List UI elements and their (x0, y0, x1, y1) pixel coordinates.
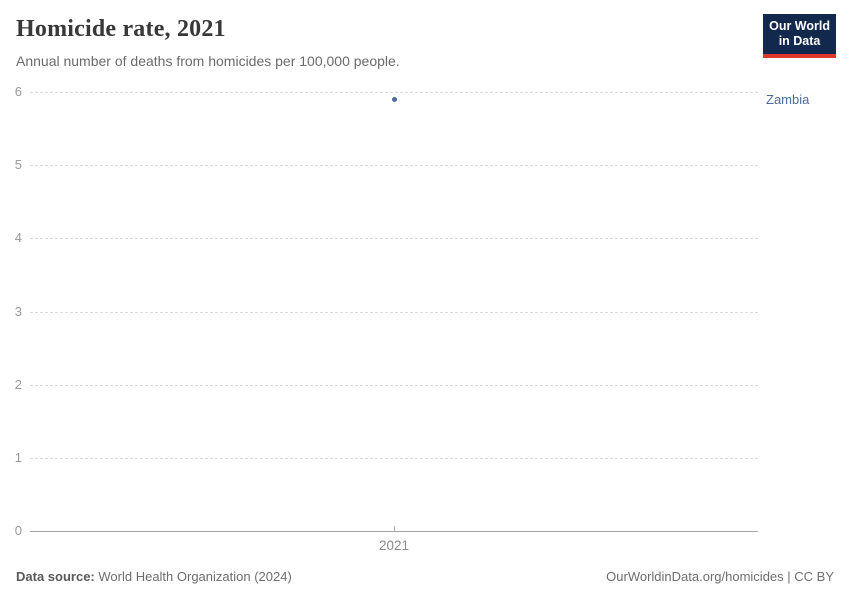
owid-logo[interactable]: Our World in Data (763, 14, 836, 58)
y-tick-label-2: 2 (14, 376, 22, 392)
gridline-y-1 (30, 457, 758, 459)
entity-label-zambia[interactable]: Zambia (766, 92, 810, 108)
data-source-label: Data source: (16, 569, 95, 584)
data-source-value: World Health Organization (2024) (98, 569, 292, 584)
data-point-zambia[interactable] (391, 96, 397, 102)
x-axis-tick (394, 526, 395, 531)
chart-title: Homicide rate, 2021 (16, 16, 226, 42)
y-tick-label-4: 4 (14, 230, 22, 246)
x-tick-label: 2021 (378, 538, 410, 553)
data-source: Data source: World Health Organization (… (16, 569, 292, 585)
owid-logo-line2: in Data (778, 34, 821, 48)
y-tick-label-5: 5 (14, 157, 22, 173)
owid-logo-line1: Our World (769, 19, 830, 33)
y-tick-label-3: 3 (14, 303, 22, 319)
gridline-y-2 (30, 384, 758, 386)
y-tick-label-1: 1 (14, 449, 22, 465)
x-axis-line (30, 531, 758, 532)
gridline-y-3 (30, 311, 758, 313)
gridline-y-6 (30, 92, 758, 93)
gridline-y-4 (30, 238, 758, 240)
chart-subtitle: Annual number of deaths from homicides p… (16, 53, 400, 69)
y-tick-label-6: 6 (14, 84, 22, 99)
y-tick-label-0: 0 (14, 523, 22, 538)
footer-citation-link[interactable]: OurWorldinData.org/homicides | CC BY (606, 569, 834, 584)
gridline-y-5 (30, 165, 758, 167)
